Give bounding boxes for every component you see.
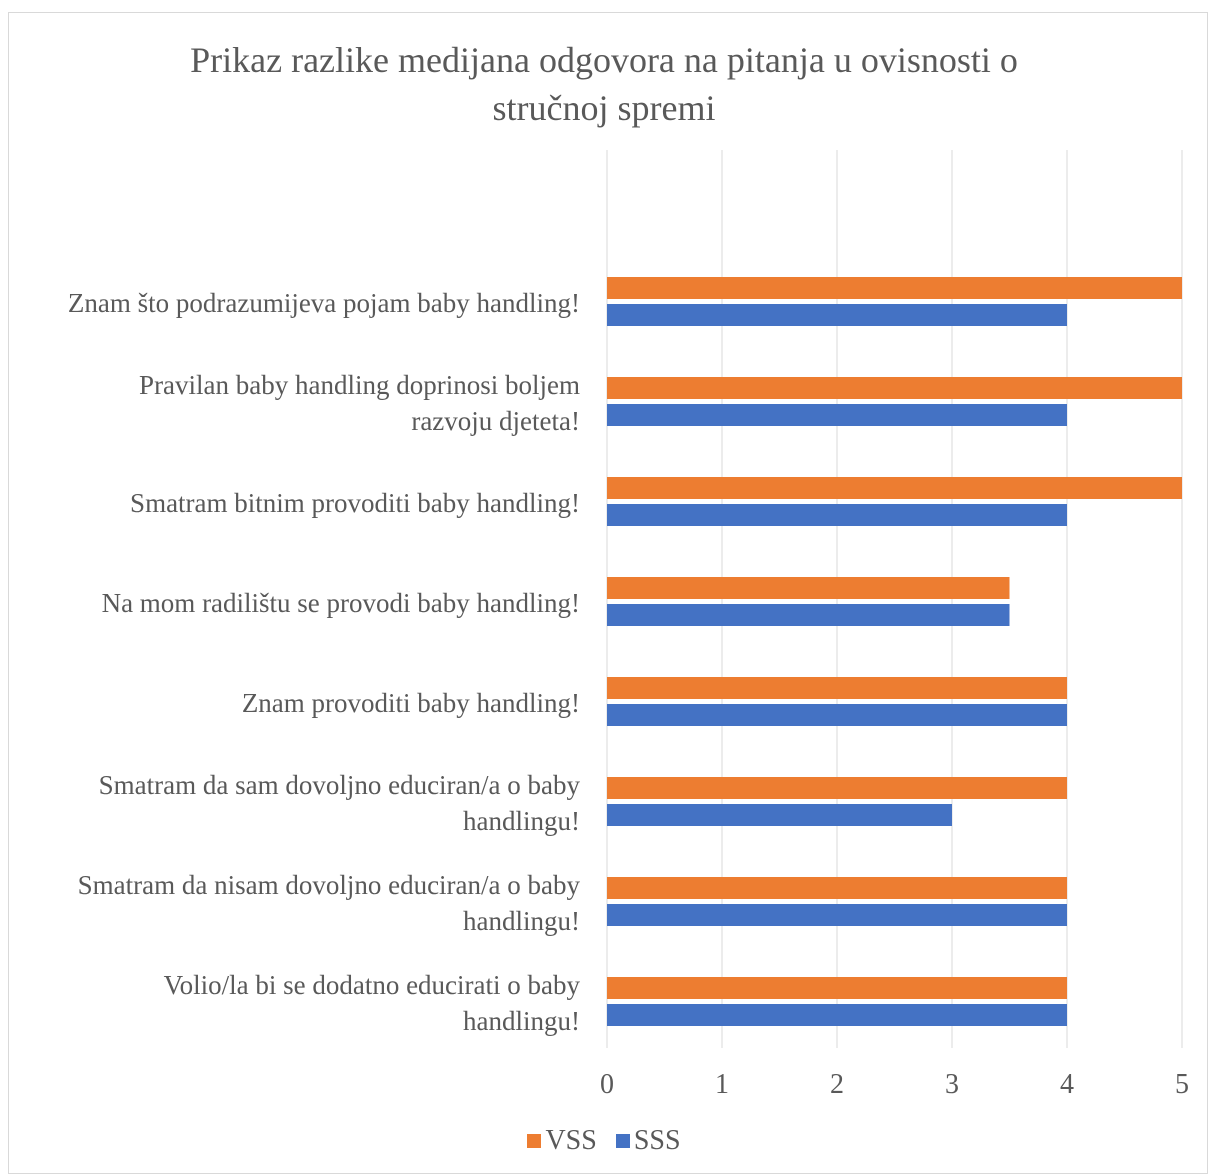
- bar-sss-1: [607, 304, 1067, 326]
- category-label-6-line-2: handlingu!: [463, 806, 580, 836]
- bar-vss-4: [607, 577, 1010, 599]
- bar-vss-8: [607, 977, 1067, 999]
- chart-title-line-2: stručnoj spremi: [492, 88, 716, 128]
- legend-item-vss: VSS: [527, 1123, 597, 1159]
- x-tick-label-2: 2: [830, 1069, 844, 1100]
- category-label-7-line-2: handlingu!: [463, 906, 580, 936]
- bar-sss-7: [607, 904, 1067, 926]
- category-label-2-line-2: razvoju djeteta!: [411, 406, 580, 436]
- bar-sss-3: [607, 504, 1067, 526]
- bar-sss-5: [607, 704, 1067, 726]
- chart-legend: VSS SSS: [0, 1122, 1208, 1159]
- chart-title: Prikaz razlike medijana odgovora na pita…: [0, 36, 1208, 132]
- category-label-8-line-2: handlingu!: [463, 1006, 580, 1036]
- x-tick-label-1: 1: [715, 1069, 729, 1100]
- bar-vss-7: [607, 877, 1067, 899]
- bar-sss-8: [607, 1004, 1067, 1026]
- category-label-6-line-1: Smatram da sam dovoljno educiran/a o bab…: [99, 770, 581, 800]
- bar-vss-3: [607, 477, 1182, 499]
- category-label-2-line-1: Pravilan baby handling doprinosi boljem: [139, 370, 580, 400]
- bar-sss-4: [607, 604, 1010, 626]
- bar-vss-5: [607, 677, 1067, 699]
- bar-vss-2: [607, 377, 1182, 399]
- bar-vss-6: [607, 777, 1067, 799]
- legend-label-sss: SSS: [633, 1125, 681, 1156]
- chart-title-line-1: Prikaz razlike medijana odgovora na pita…: [190, 40, 1018, 80]
- legend-label-vss: VSS: [545, 1125, 597, 1156]
- x-tick-label-4: 4: [1060, 1069, 1074, 1100]
- bar-sss-6: [607, 804, 952, 826]
- category-label-7-line-1: Smatram da nisam dovoljno educiran/a o b…: [78, 870, 581, 900]
- legend-swatch-sss: [615, 1134, 630, 1148]
- category-label-5: Znam provoditi baby handling!: [242, 688, 580, 718]
- x-tick-label-0: 0: [600, 1069, 614, 1100]
- category-label-3: Smatram bitnim provoditi baby handling!: [130, 488, 580, 518]
- category-label-4: Na mom radilištu se provodi baby handlin…: [102, 588, 580, 618]
- bar-vss-1: [607, 277, 1182, 299]
- legend-item-sss: SSS: [615, 1123, 681, 1159]
- x-tick-label-3: 3: [945, 1069, 959, 1100]
- legend-swatch-vss: [527, 1134, 542, 1148]
- x-tick-label-5: 5: [1175, 1069, 1189, 1100]
- category-label-8-line-1: Volio/la bi se dodatno educirati o baby: [164, 970, 581, 1000]
- bar-sss-2: [607, 404, 1067, 426]
- category-label-1: Znam što podrazumijeva pojam baby handli…: [68, 288, 580, 318]
